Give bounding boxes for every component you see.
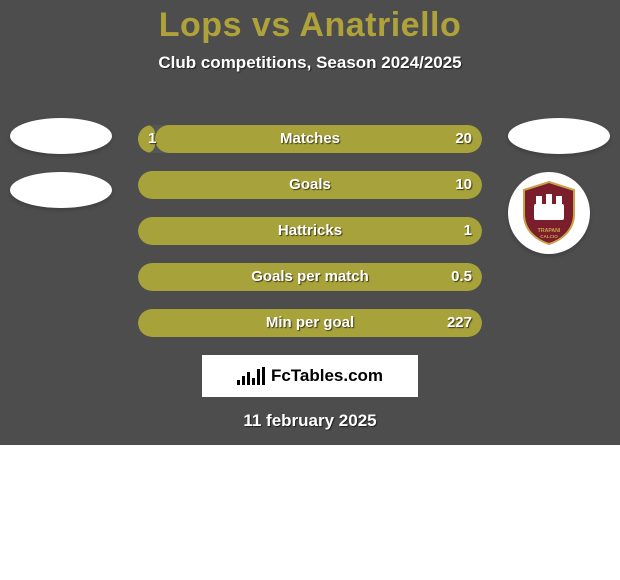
comparison-bars: Matches120Goals10Hattricks1Goals per mat… (138, 125, 482, 337)
left-avatars (10, 118, 112, 208)
stat-right-value: 20 (455, 125, 472, 153)
stat-label: Hattricks (138, 217, 482, 245)
right-avatars: TRAPANI CALCIO (508, 118, 610, 254)
stat-right-value: 1 (464, 217, 472, 245)
page-title: Lops vs Anatriello (0, 0, 620, 45)
footer: FcTables.com 11 february 2025 (0, 355, 620, 431)
stat-left-value: 1 (148, 125, 156, 153)
comparison-card: Lops vs Anatriello Club competitions, Se… (0, 0, 620, 445)
logo-text: FcTables.com (271, 366, 383, 386)
stat-right-value: 0.5 (451, 263, 472, 291)
stat-right-value: 227 (447, 309, 472, 337)
stat-label: Min per goal (138, 309, 482, 337)
footer-date: 11 february 2025 (243, 411, 376, 431)
left-avatar-placeholder (10, 172, 112, 208)
left-avatar-placeholder (10, 118, 112, 154)
stat-row: Goals per match0.5 (138, 263, 482, 291)
club-crest: TRAPANI CALCIO (508, 172, 590, 254)
svg-text:CALCIO: CALCIO (540, 234, 558, 239)
stat-row: Hattricks1 (138, 217, 482, 245)
stat-right-value: 10 (455, 171, 472, 199)
fctables-logo: FcTables.com (202, 355, 418, 397)
stat-label: Goals (138, 171, 482, 199)
stat-row: Min per goal227 (138, 309, 482, 337)
stat-row: Goals10 (138, 171, 482, 199)
subtitle: Club competitions, Season 2024/2025 (0, 53, 620, 73)
logo-bar-icon (237, 367, 265, 385)
crest-shield-icon: TRAPANI CALCIO (520, 180, 578, 246)
stat-label: Matches (138, 125, 482, 153)
stat-label: Goals per match (138, 263, 482, 291)
right-avatar-placeholder (508, 118, 610, 154)
stat-row: Matches1 20 (138, 125, 482, 153)
